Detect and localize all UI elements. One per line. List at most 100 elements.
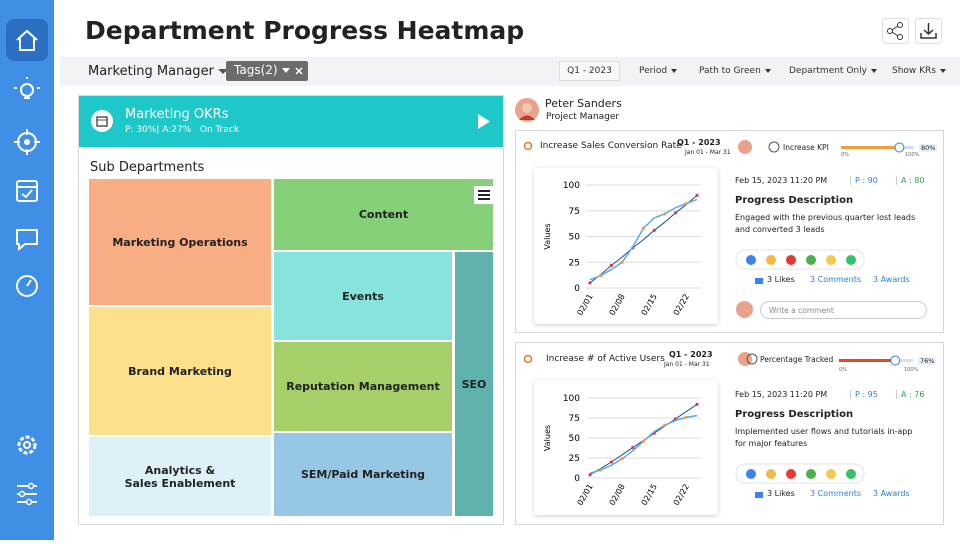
kpi-quarter: Q1 - 2023	[677, 138, 721, 147]
manager-label: Marketing Manager	[88, 64, 214, 79]
okr-pa: P: 30%| A:27%	[125, 125, 192, 135]
kpi-title: Increase Sales Conversion Rate	[540, 141, 682, 151]
person-role: Project Manager	[546, 112, 620, 122]
sidebar-icons	[6, 19, 48, 506]
icon	[806, 255, 816, 265]
point	[695, 193, 699, 197]
treemap-cell: SEM/Paid Marketing	[273, 432, 453, 517]
okr-header[interactable]: Marketing OKRs P: 30%| A:27% On Track	[79, 96, 503, 147]
icon	[846, 255, 856, 265]
kpi-card: Increase # of Active Users Q1 - 2023 Jan 0…	[515, 342, 944, 525]
description: Implemented user flows and tutorials in-…	[735, 427, 913, 448]
point	[684, 201, 688, 206]
point	[652, 228, 656, 232]
kpi-dates: Jan 01 - Mar 31	[664, 361, 710, 368]
filter-label: Period	[639, 66, 668, 76]
top-actions[interactable]	[882, 18, 944, 44]
point	[609, 460, 613, 464]
chart-box: 0 25 50 75 100 02/01 02/08 02/15 02/22 Values	[534, 380, 718, 515]
line-chart: 0 25 50 75 100 02/01 02/08 02/15 02/22 Values	[543, 181, 701, 317]
like-shape	[755, 278, 763, 284]
progress-fill	[839, 359, 896, 362]
actual: A : 76	[896, 390, 924, 399]
icon	[826, 255, 836, 265]
scale-max: 100%	[904, 367, 919, 373]
y-tick-label: 75	[569, 207, 580, 217]
tags-clear[interactable]	[295, 67, 303, 75]
treemap-cell: Brand Marketing	[88, 306, 272, 436]
icon	[786, 469, 796, 479]
icon	[746, 469, 756, 479]
y-axis-label: Values	[543, 425, 552, 451]
treemap-cell: Content	[273, 178, 494, 251]
filter[interactable]: Show KRs	[892, 66, 946, 76]
y-tick-label: 0	[574, 474, 580, 484]
icon	[523, 354, 533, 364]
y-tick-label: 25	[569, 454, 580, 464]
awards: 3 Awards	[873, 489, 910, 498]
comments: 3 Comments	[810, 275, 861, 284]
kpi-dates: Jan 01 - Mar 31	[685, 149, 731, 156]
sidebar	[0, 0, 54, 540]
progress-knob	[894, 142, 905, 153]
tags-chip[interactable]: Tags(2)	[226, 61, 308, 81]
scale-min: 0%	[839, 367, 847, 373]
quarter-select[interactable]: Q1 - 2023	[559, 61, 620, 81]
x-tick-label: 02/15	[640, 483, 659, 507]
point	[631, 446, 635, 450]
planned: P : 95	[850, 390, 878, 399]
awards: 3 Awards	[873, 275, 910, 284]
point	[641, 439, 646, 443]
y-axis-label: Values	[543, 223, 552, 249]
point	[620, 457, 624, 461]
point	[588, 281, 592, 285]
line-series	[589, 403, 698, 476]
point	[620, 260, 624, 264]
timestamp: Feb 15, 2023 11:20 PM	[735, 390, 828, 399]
treemap-cell: Reputation Management	[273, 341, 453, 432]
kpi-tracking: Percentage Tracked	[760, 355, 834, 364]
reactions	[735, 463, 865, 484]
treemap-cell: SEO	[454, 251, 494, 517]
progress-label: 80%	[919, 144, 938, 152]
person-avatar	[515, 98, 539, 122]
likes: 3 Likes	[767, 489, 795, 498]
comment-input[interactable]: Write a comment	[760, 301, 927, 319]
x-tick-label: 02/01	[575, 293, 594, 317]
filter-label: Path to Green	[699, 66, 761, 76]
x-tick-label: 02/08	[608, 483, 627, 507]
okr-title: Marketing OKRs	[125, 107, 229, 122]
treemap-title: Sub Departments	[90, 160, 205, 175]
y-tick-label: 75	[569, 414, 580, 424]
progress-fill	[841, 146, 900, 149]
icon	[766, 469, 776, 479]
scale-min: 0%	[841, 152, 849, 158]
point	[663, 423, 667, 427]
toolbar	[60, 57, 960, 86]
y-tick-label: 0	[574, 284, 580, 294]
like-icon	[755, 492, 763, 498]
filter[interactable]: Path to Green	[699, 66, 771, 76]
filter[interactable]: Department Only	[789, 66, 877, 76]
manager-select[interactable]: Marketing Manager	[88, 64, 228, 79]
play-button[interactable]	[477, 113, 491, 130]
desc-title: Progress Description	[735, 195, 854, 206]
comments: 3 Comments	[810, 489, 861, 498]
timestamp: Feb 15, 2023 11:20 PM	[735, 176, 828, 185]
point	[695, 402, 699, 406]
owner-avatar	[738, 140, 752, 154]
tags-label: Tags(2)	[234, 63, 278, 77]
treemap-menu[interactable]	[474, 186, 494, 204]
icon	[846, 469, 856, 479]
okr-progress: P: 30%| A:27% On Track	[125, 125, 239, 135]
icon	[806, 469, 816, 479]
reactions	[735, 249, 865, 270]
filter[interactable]: Period	[639, 66, 678, 76]
scale-max: 100%	[905, 152, 920, 158]
kpi-quarter: Q1 - 2023	[669, 350, 713, 359]
line-series	[589, 194, 698, 284]
tracking-icon	[746, 353, 758, 365]
progress-label: 76%	[918, 357, 937, 365]
kpi-decor	[523, 352, 758, 366]
